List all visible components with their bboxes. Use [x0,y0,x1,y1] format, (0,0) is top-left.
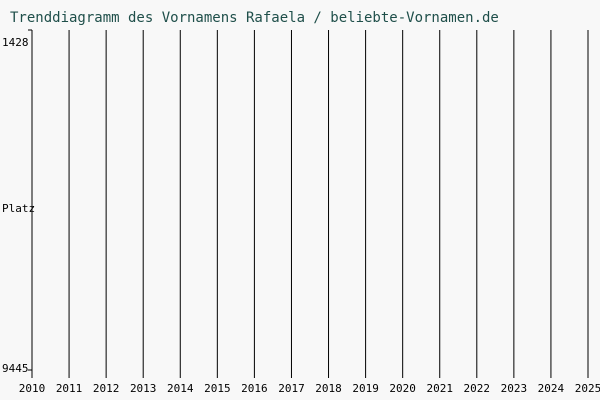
x-tick-label: 2017 [278,382,305,395]
x-tick-label: 2020 [389,382,416,395]
chart-title: Trenddiagramm des Vornamens Rafaela / be… [10,10,499,26]
x-tick-label: 2013 [130,382,157,395]
x-tick-label: 2011 [56,382,83,395]
x-tick-label: 2010 [19,382,46,395]
x-tick-label: 2015 [204,382,231,395]
x-tick-label: 2019 [352,382,379,395]
x-tick-label: 2012 [93,382,120,395]
x-tick-label: 2021 [426,382,453,395]
y-tick-label: 1428 [2,36,29,49]
x-tick-label: 2018 [315,382,342,395]
x-tick-label: 2024 [538,382,565,395]
x-tick-label: 2025 [575,382,600,395]
x-tick-label: 2016 [241,382,268,395]
x-tick-label: 2014 [167,382,194,395]
x-tick-label: 2022 [464,382,491,395]
y-tick-label: 9445 [2,362,29,375]
y-axis-label: Platz [2,202,35,215]
x-tick-label: 2023 [501,382,528,395]
